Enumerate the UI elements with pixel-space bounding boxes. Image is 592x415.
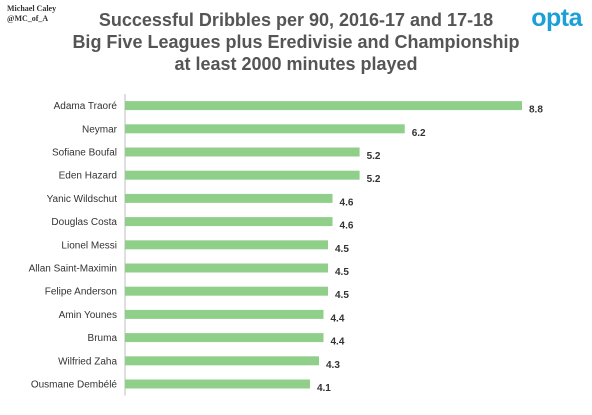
category-label: Adama Traoré [54,101,118,112]
bar [125,240,329,250]
title-line-2: Big Five Leagues plus Eredivisie and Cha… [72,32,520,52]
value-label: 4.4 [331,337,345,348]
category-label: Neymar [82,124,118,135]
category-label: Felipe Anderson [45,287,117,298]
category-label: Ousmane Dembélé [31,380,118,391]
bar [125,379,310,389]
bar [125,286,329,296]
bar [125,356,319,366]
category-label: Bruma [88,333,118,344]
title-line-1: Successful Dribbles per 90, 2016-17 and … [98,10,494,30]
category-label: Wilfried Zaha [58,356,117,367]
bar [125,170,360,180]
bar [125,309,324,319]
value-label: 4.5 [335,290,349,301]
bar [125,101,522,111]
value-label: 8.8 [529,105,543,116]
title-line-3: at least 2000 minutes played [174,54,418,74]
author-name: Michael Caley [7,4,57,13]
category-label: Yanic Wildschut [47,194,118,205]
value-label: 5.2 [367,151,381,162]
chart-title: Successful Dribbles per 90, 2016-17 and … [55,9,537,75]
category-label: Douglas Costa [51,217,117,228]
value-label: 4.6 [340,197,354,208]
bar [125,193,333,203]
value-label: 4.5 [335,267,349,278]
category-label: Eden Hazard [59,171,117,182]
value-label: 4.1 [317,383,331,394]
bar [125,124,405,134]
category-label: Amin Younes [59,310,117,321]
author-handle: @MC_of_A [7,14,49,23]
value-label: 4.3 [326,360,340,371]
category-label: Allan Saint-Maximin [29,264,117,275]
value-label: 4.5 [335,244,349,255]
value-label: 4.4 [331,313,345,324]
category-label: Lionel Messi [61,240,117,251]
category-label: Sofiane Boufal [52,148,117,159]
bar [125,333,324,343]
value-label: 4.6 [340,221,354,232]
bar [125,217,333,227]
value-label: 5.2 [367,174,381,185]
opta-logo: opta [531,4,582,32]
bar [125,263,329,273]
bar [125,147,360,157]
value-label: 6.2 [412,128,426,139]
author-credit: Michael Caley @MC_of_A [7,4,56,24]
